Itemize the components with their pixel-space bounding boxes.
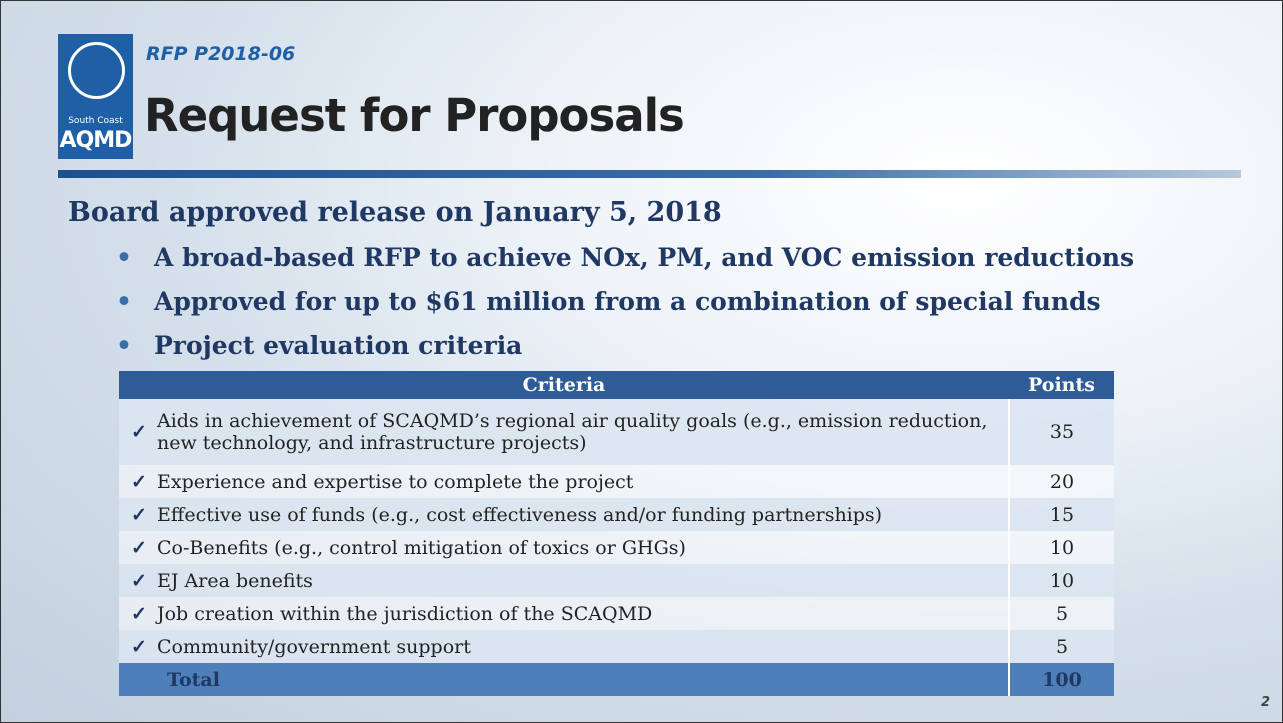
bullet: Project evaluation criteria: [116, 331, 1134, 375]
logo-emblem: [68, 42, 125, 99]
heading: Board approved release on January 5, 201…: [68, 197, 722, 228]
total-label: Total: [119, 663, 1009, 696]
points-cell: 15: [1009, 498, 1114, 531]
points-cell: 5: [1009, 630, 1114, 663]
page-number: 2: [1261, 695, 1270, 710]
table-row: Effective use of funds (e.g., cost effec…: [119, 498, 1114, 531]
criteria-cell: Job creation within the jurisdiction of …: [119, 597, 1009, 630]
points-cell: 10: [1009, 531, 1114, 564]
bullet-list: A broad-based RFP to achieve NOx, PM, an…: [116, 243, 1134, 375]
criteria-cell: Effective use of funds (e.g., cost effec…: [119, 498, 1009, 531]
slide: South Coast AQMD RFP P2018-06 Request fo…: [0, 0, 1283, 723]
subtitle: RFP P2018-06: [146, 43, 295, 65]
criteria-cell: Experience and expertise to complete the…: [119, 465, 1009, 498]
points-cell: 20: [1009, 465, 1114, 498]
table-row: Co-Benefits (e.g., control mitigation of…: [119, 531, 1114, 564]
logo-text: South Coast: [58, 116, 133, 126]
table-row: Job creation within the jurisdiction of …: [119, 597, 1114, 630]
points-cell: 35: [1009, 399, 1114, 465]
criteria-cell: Community/government support: [119, 630, 1009, 663]
criteria-cell: Co-Benefits (e.g., control mitigation of…: [119, 531, 1009, 564]
title: Request for Proposals: [144, 89, 684, 142]
table-row: Aids in achievement of SCAQMD’s regional…: [119, 399, 1114, 465]
bullet: A broad-based RFP to achieve NOx, PM, an…: [116, 243, 1134, 287]
logo: South Coast AQMD: [58, 34, 133, 159]
points-cell: 10: [1009, 564, 1114, 597]
criteria-cell: Aids in achievement of SCAQMD’s regional…: [119, 399, 1009, 465]
column-header: Points: [1009, 371, 1114, 399]
points-cell: 5: [1009, 597, 1114, 630]
column-header: Criteria: [119, 371, 1009, 399]
logo-text: AQMD: [58, 128, 133, 153]
criteria-cell: EJ Area benefits: [119, 564, 1009, 597]
total-points: 100: [1009, 663, 1114, 696]
bullet: Approved for up to $61 million from a co…: [116, 287, 1134, 331]
table-row: Experience and expertise to complete the…: [119, 465, 1114, 498]
divider: [58, 170, 1241, 178]
